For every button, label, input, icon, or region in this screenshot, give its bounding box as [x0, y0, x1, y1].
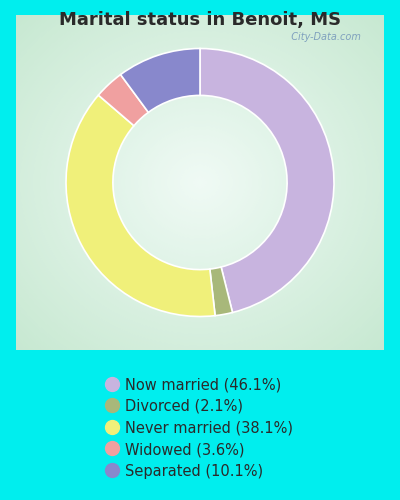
Circle shape [0, 0, 400, 412]
Circle shape [56, 52, 344, 314]
Circle shape [0, 0, 400, 378]
Wedge shape [98, 74, 148, 126]
Circle shape [63, 58, 337, 308]
Circle shape [171, 156, 229, 210]
Circle shape [0, 0, 400, 382]
Circle shape [174, 158, 226, 206]
Circle shape [161, 147, 239, 218]
Circle shape [40, 37, 360, 328]
Circle shape [0, 0, 400, 376]
Wedge shape [210, 267, 232, 316]
Circle shape [135, 123, 265, 242]
Circle shape [20, 19, 380, 346]
Circle shape [112, 102, 288, 263]
Circle shape [144, 132, 256, 233]
Circle shape [53, 48, 347, 316]
Circle shape [148, 135, 252, 230]
Circle shape [0, 0, 400, 384]
Circle shape [125, 114, 275, 251]
Circle shape [99, 90, 301, 274]
Circle shape [69, 64, 331, 302]
Circle shape [167, 153, 233, 212]
Circle shape [128, 117, 272, 248]
Wedge shape [200, 48, 334, 312]
Circle shape [0, 0, 400, 406]
Circle shape [0, 0, 400, 400]
Circle shape [0, 0, 400, 367]
Circle shape [0, 0, 400, 388]
Legend: Now married (46.1%), Divorced (2.1%), Never married (38.1%), Widowed (3.6%), Sep: Now married (46.1%), Divorced (2.1%), Ne… [101, 372, 299, 484]
Wedge shape [66, 95, 215, 316]
Circle shape [197, 180, 203, 186]
Circle shape [76, 70, 324, 296]
Circle shape [34, 31, 366, 334]
Circle shape [10, 10, 390, 355]
Circle shape [177, 162, 223, 203]
Circle shape [17, 16, 383, 349]
Circle shape [105, 96, 295, 268]
Circle shape [154, 141, 246, 224]
Circle shape [46, 43, 354, 322]
Circle shape [118, 108, 282, 257]
Circle shape [108, 100, 292, 266]
Circle shape [4, 4, 396, 361]
Circle shape [7, 7, 393, 358]
Circle shape [158, 144, 242, 221]
Circle shape [187, 170, 213, 194]
Circle shape [0, 0, 400, 418]
Circle shape [0, 0, 400, 373]
Circle shape [190, 174, 210, 192]
Circle shape [0, 0, 400, 394]
Circle shape [50, 46, 350, 320]
Circle shape [82, 76, 318, 290]
Circle shape [151, 138, 249, 227]
Circle shape [89, 82, 311, 283]
Circle shape [0, 0, 400, 396]
Circle shape [0, 0, 400, 390]
Circle shape [60, 54, 340, 310]
Circle shape [86, 78, 314, 286]
Circle shape [1, 1, 399, 364]
Circle shape [0, 0, 400, 408]
Circle shape [141, 129, 259, 236]
Circle shape [37, 34, 363, 331]
Circle shape [27, 25, 373, 340]
Circle shape [180, 164, 220, 200]
Circle shape [73, 66, 327, 298]
Text: City-Data.com: City-Data.com [285, 32, 361, 42]
Circle shape [30, 28, 370, 337]
Circle shape [0, 0, 400, 420]
Circle shape [96, 88, 304, 278]
Circle shape [194, 176, 206, 188]
Wedge shape [120, 48, 200, 112]
Circle shape [14, 13, 386, 352]
Circle shape [184, 168, 216, 198]
Circle shape [132, 120, 268, 245]
Circle shape [0, 0, 400, 370]
Circle shape [115, 105, 285, 260]
Circle shape [122, 111, 278, 254]
Circle shape [164, 150, 236, 215]
Text: Marital status in Benoit, MS: Marital status in Benoit, MS [59, 11, 341, 29]
Circle shape [24, 22, 376, 343]
Circle shape [138, 126, 262, 239]
Circle shape [0, 0, 400, 402]
Circle shape [92, 84, 308, 280]
Circle shape [66, 60, 334, 304]
Circle shape [43, 40, 357, 325]
Circle shape [0, 0, 400, 414]
Circle shape [79, 72, 321, 292]
Circle shape [102, 94, 298, 272]
